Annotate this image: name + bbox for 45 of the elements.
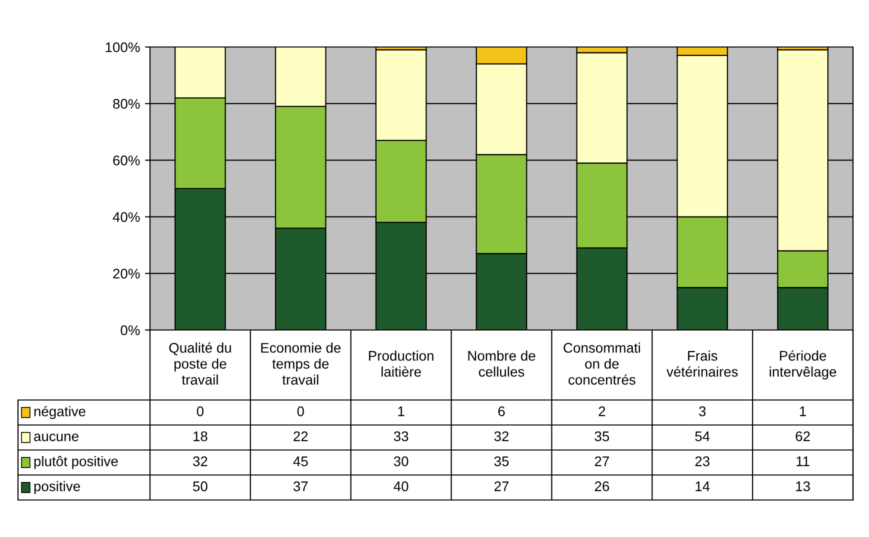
text: 0 [196,406,204,416]
y-tick-label: 100% [106,42,140,52]
text: 37 [293,481,308,492]
x-tick-label: Consommati on de concentrés [564,342,640,385]
text: 1 [398,406,404,416]
legend-label: aucune [34,434,78,442]
text: 45 [293,456,308,466]
text: 35 [594,431,610,442]
text: 0 [297,406,304,416]
x-tick-label: Frais vétérinaires [666,350,738,377]
text: 32 [193,456,208,466]
x-tick-label: Période intervêlage [770,350,836,380]
y-tick-label: 60% [113,156,140,166]
text: 54 [695,432,710,442]
text: 27 [494,481,509,492]
x-tick-label: Production laitière [369,350,434,377]
text: 14 [696,482,710,492]
text: 3 [699,406,706,416]
text: 32 [494,431,509,442]
x-tick-label: Qualité du poste de travail [169,342,231,385]
legend-label: positive [34,481,80,494]
text: 62 [796,431,810,442]
text: 2 [598,406,606,416]
text: 50 [193,481,208,492]
legend-label: plutôt positive [34,456,118,469]
text: 33 [394,431,408,442]
text: 26 [594,481,610,492]
text: 35 [494,456,509,466]
legend-label: négative [34,406,86,420]
text: 6 [498,406,505,416]
text: 30 [394,456,408,466]
y-tick-label: 80% [113,98,140,109]
y-tick-label: 40% [112,212,140,222]
text: 13 [796,481,810,492]
text: 27 [594,456,609,466]
y-tick-label: 20% [113,268,140,279]
x-tick-label: Nombre de cellules [468,350,536,377]
y-tick-label: 0% [120,325,140,336]
x-tick-label: Economie de temps de travail [261,342,341,385]
text: 11 [796,456,810,466]
text: 23 [695,456,710,466]
text: 22 [294,431,308,442]
text: 18 [194,431,208,442]
text: 1 [800,406,806,416]
text: 40 [394,481,408,492]
